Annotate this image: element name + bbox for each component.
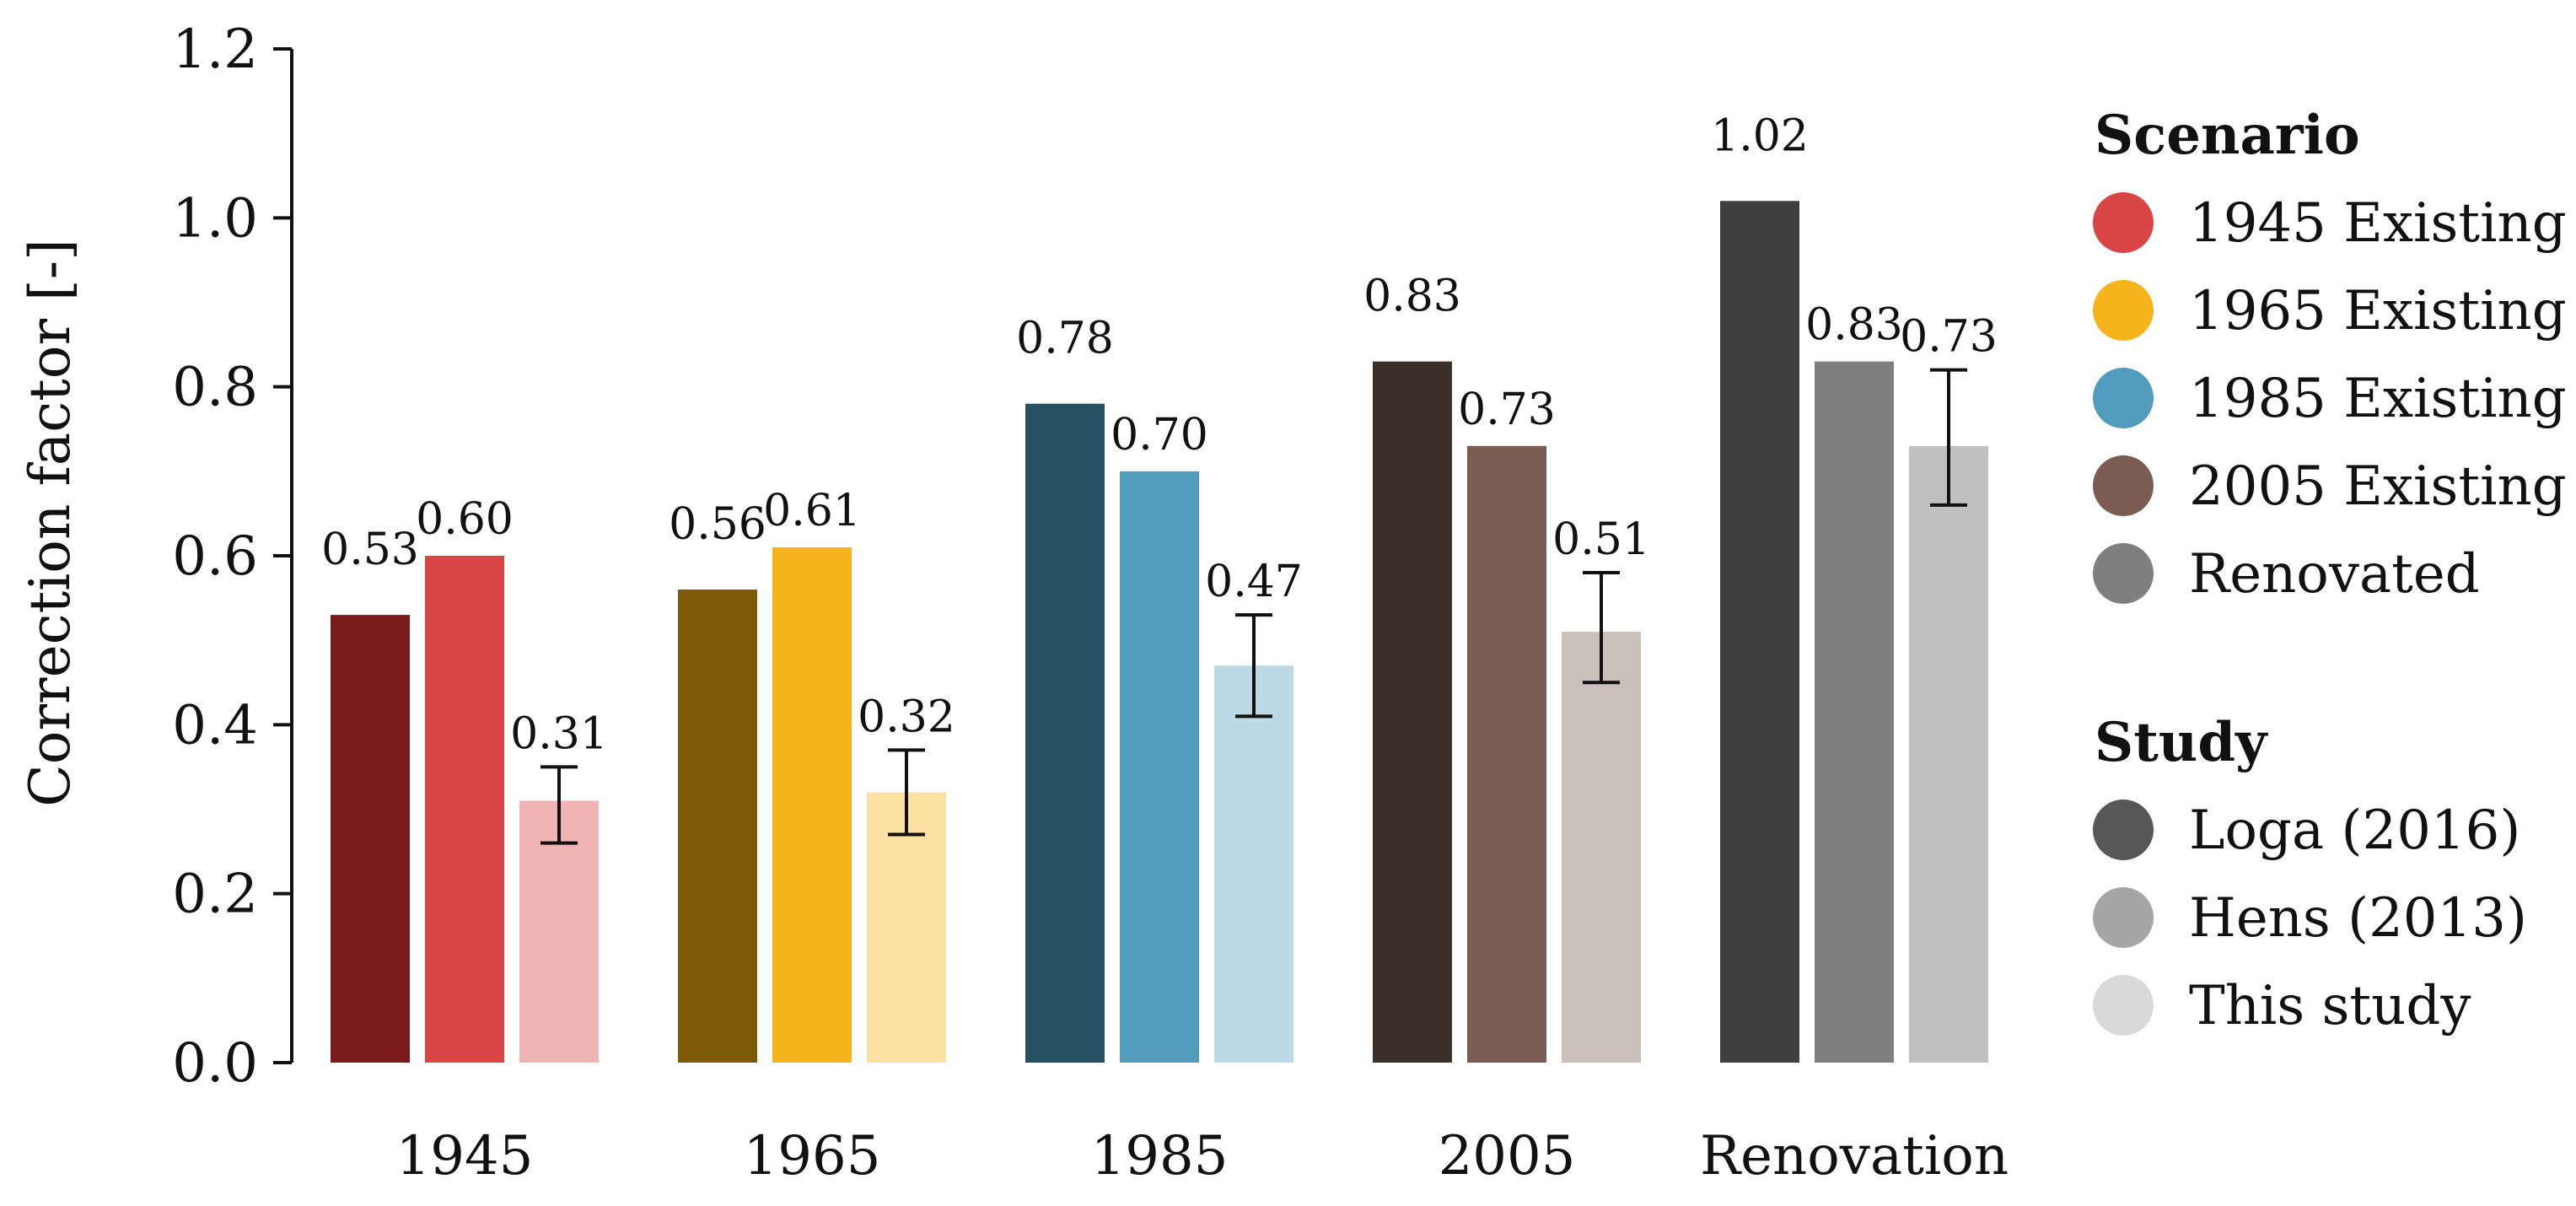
bar-1965-loga-2016 (678, 590, 757, 1063)
data-label: 0.51 (1552, 514, 1650, 565)
y-tick-label: 0.8 (172, 357, 258, 419)
bar-1965-hens-2013 (772, 546, 852, 1063)
legend-swatch (2093, 887, 2154, 948)
data-label: 0.32 (858, 692, 955, 742)
bar-1945-loga-2016 (331, 615, 410, 1063)
legend-item-label: 2005 Existing (2189, 455, 2567, 518)
bar-1965-this-study (867, 792, 946, 1063)
data-label: 0.61 (763, 486, 861, 536)
bar-2005-hens-2013 (1467, 445, 1546, 1063)
legend-swatch (2093, 280, 2154, 341)
axes-layer: 0.0 0.2 0.4 0.6 0.8 1.0 1.2 Correction factor [… (18, 19, 2009, 1187)
bar-1985-loga-2016 (1025, 403, 1105, 1063)
legend-swatch (2093, 192, 2154, 253)
data-label: 0.83 (1363, 272, 1461, 322)
data-label: 0.73 (1458, 385, 1556, 435)
legend-title: Study (2095, 711, 2268, 774)
bar-2005-this-study (1562, 632, 1641, 1063)
labels-layer: 0.530.60 0.31 0.560.61 0.32 0.78 0.70 0.47 0.83… (321, 110, 1998, 759)
y-axis-title: Correction factor [-] (18, 239, 83, 807)
legend-item-label: 1985 Existing (2189, 368, 2567, 430)
data-label: 0.53 (321, 525, 419, 575)
legend-swatch (2093, 800, 2154, 860)
legend-item-label: 1945 Existing (2189, 192, 2567, 255)
x-category-label: 1965 (744, 1125, 881, 1187)
bar-2005-loga-2016 (1373, 361, 1452, 1063)
bar-renovation-loga-2016 (1720, 201, 1799, 1063)
data-label: 0.83 (1805, 300, 1903, 351)
legend-item-label: This study (2189, 975, 2471, 1037)
legend-item-label: 1965 Existing (2189, 280, 2567, 342)
bar-1985-hens-2013 (1120, 471, 1199, 1063)
legend-swatch (2093, 543, 2154, 604)
bars-layer (331, 201, 1988, 1063)
bar-renovation-this-study (1909, 445, 1988, 1063)
data-label: 0.73 (1900, 312, 1998, 363)
data-label: 0.60 (416, 494, 514, 545)
x-category-label: Renovation (1700, 1125, 2009, 1187)
legend-item-label: Hens (2013) (2189, 887, 2527, 950)
data-label: 0.31 (510, 708, 608, 759)
bar-1985-this-study (1214, 665, 1293, 1063)
y-tick-label: 1.0 (172, 187, 258, 250)
data-label: 0.47 (1205, 557, 1303, 607)
data-label: 0.78 (1016, 314, 1114, 364)
legend-swatch (2093, 368, 2154, 428)
bar-1945-hens-2013 (425, 556, 504, 1063)
y-tick-label: 0.4 (172, 694, 258, 756)
legend-item-label: Renovated (2189, 543, 2480, 606)
y-tick-label: 0.6 (172, 525, 258, 588)
x-category-label: 2005 (1439, 1125, 1576, 1187)
bar-renovation-hens-2013 (1815, 361, 1894, 1063)
x-category-label: 1945 (396, 1125, 534, 1187)
data-label: 0.70 (1111, 410, 1208, 460)
legend-item-label: Loga (2016) (2189, 800, 2520, 862)
data-label: 1.02 (1711, 110, 1809, 161)
legend: Scenario 1945 Existing 1965 Existing 1985 E… (2093, 104, 2567, 1037)
data-label: 0.56 (669, 499, 766, 550)
y-tick-label: 0.0 (172, 1032, 258, 1095)
y-tick-label: 1.2 (172, 19, 258, 81)
y-tick-label: 0.2 (172, 864, 258, 926)
legend-swatch (2093, 455, 2154, 516)
x-category-label: 1985 (1091, 1125, 1229, 1187)
legend-swatch (2093, 975, 2154, 1036)
legend-title: Scenario (2095, 104, 2360, 167)
